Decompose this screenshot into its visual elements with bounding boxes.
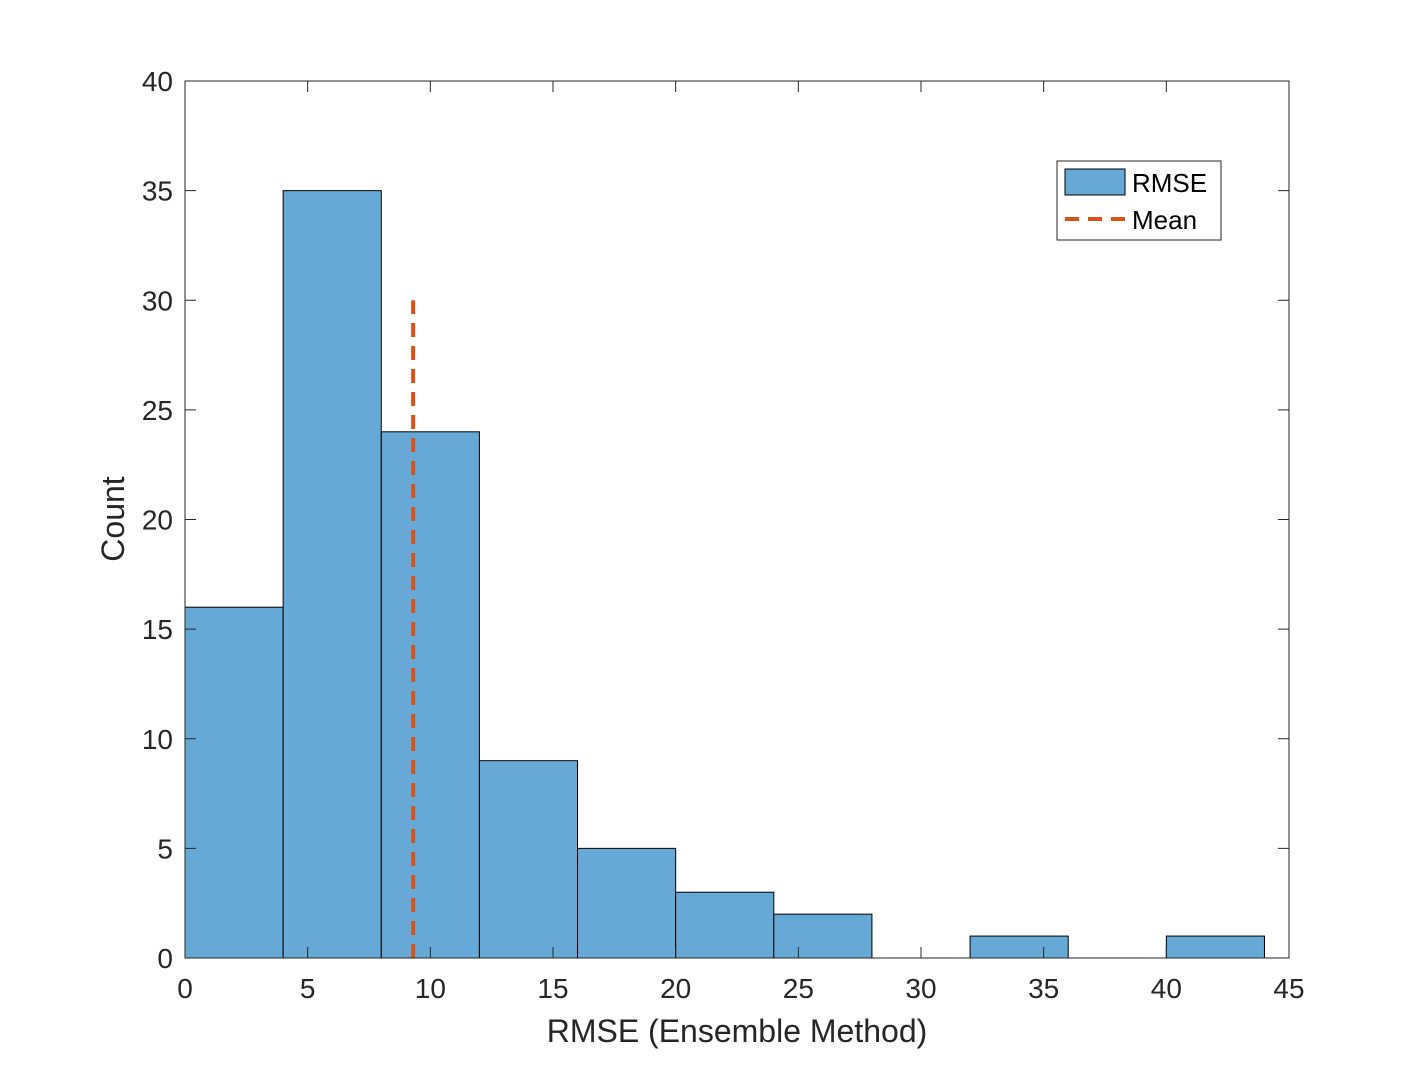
x-tick-label: 10 (415, 973, 446, 1004)
y-tick-label: 15 (142, 614, 173, 645)
axis-ticks (184, 80, 1290, 959)
histogram-bar (969, 935, 1069, 959)
x-tick-label: 40 (1151, 973, 1182, 1004)
legend-label-mean: Mean (1132, 205, 1197, 235)
y-tick-label: 25 (142, 395, 173, 426)
x-tick-label: 25 (783, 973, 814, 1004)
x-tick-labels: 0 5 10 15 20 25 30 35 40 45 (177, 973, 1304, 1004)
histogram-bar (773, 913, 873, 959)
histogram-bar (1165, 935, 1265, 959)
histogram-bar (184, 606, 284, 959)
y-tick-label: 20 (142, 505, 173, 536)
x-tick-label: 20 (660, 973, 691, 1004)
histogram-bar (577, 847, 677, 959)
histogram-bar (675, 891, 775, 959)
histogram-bar (380, 431, 480, 959)
x-tick-label: 45 (1273, 973, 1304, 1004)
y-tick-label: 35 (142, 176, 173, 207)
histogram-bars (184, 190, 1265, 959)
histogram-bar (478, 760, 579, 959)
histogram-bar (282, 190, 382, 959)
x-tick-label: 15 (537, 973, 568, 1004)
legend-label-rmse: RMSE (1132, 168, 1207, 198)
y-tick-label: 5 (157, 833, 173, 864)
y-axis-label: Count (95, 476, 131, 562)
x-tick-label: 30 (905, 973, 936, 1004)
y-tick-label: 0 (157, 943, 173, 974)
x-tick-label: 5 (300, 973, 316, 1004)
y-tick-label: 30 (142, 285, 173, 316)
legend: RMSE Mean (1056, 160, 1222, 241)
x-tick-label: 35 (1028, 973, 1059, 1004)
y-tick-label: 40 (142, 66, 173, 97)
x-tick-label: 0 (177, 973, 193, 1004)
y-tick-label: 10 (142, 724, 173, 755)
legend-swatch-rmse (1064, 168, 1126, 196)
y-tick-labels: 0 5 10 15 20 25 30 35 40 (142, 66, 173, 974)
x-axis-label: RMSE (Ensemble Method) (547, 1013, 928, 1049)
